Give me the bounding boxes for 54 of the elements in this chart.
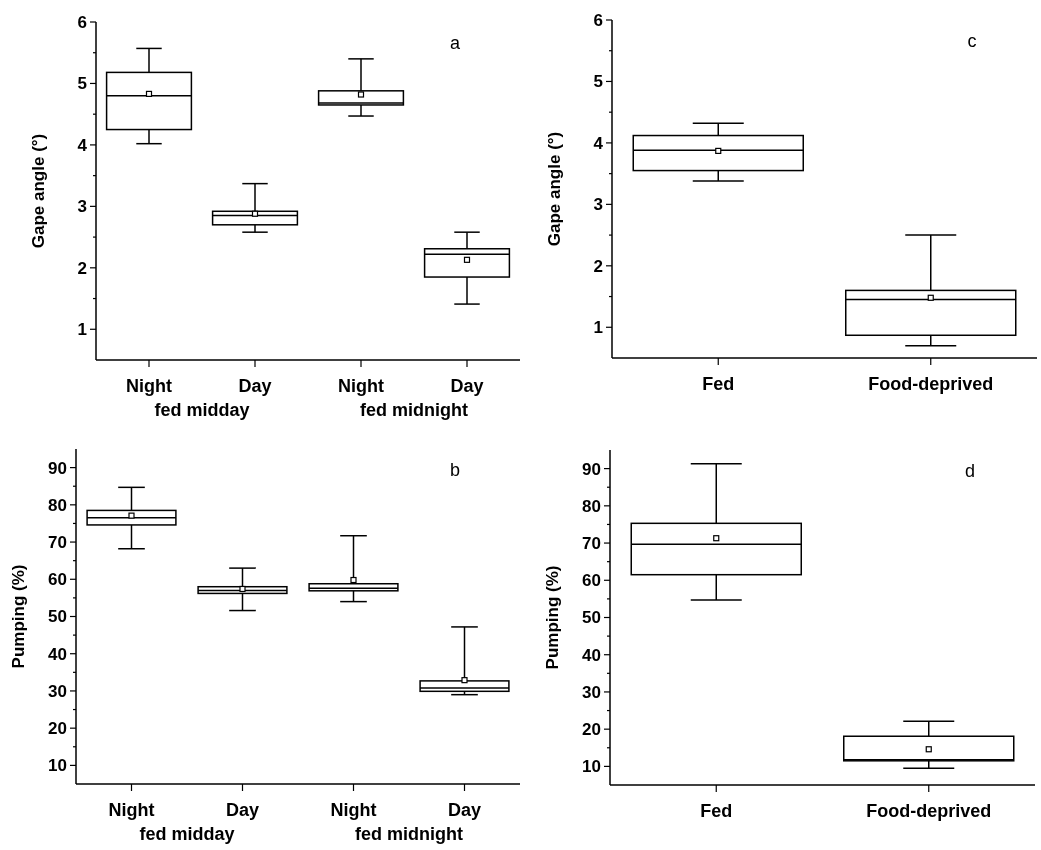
x-tick-label: Food-deprived [868, 374, 994, 394]
y-tick-label: 6 [593, 10, 603, 30]
y-tick-label: 2 [593, 256, 603, 276]
annotation: c [967, 31, 977, 51]
y-tick-label: 60 [48, 570, 67, 590]
y-tick-label: 4 [77, 135, 88, 155]
y-tick-label: 10 [48, 756, 67, 776]
y-tick-label: 90 [582, 459, 601, 479]
x-tick-label: Fed [702, 374, 735, 394]
y-tick-label: 4 [593, 133, 604, 153]
y-tick-label: 5 [77, 74, 87, 94]
y-axis-title: Pumping (%) [9, 564, 28, 669]
x-tick-label: Fed [700, 801, 733, 821]
y-tick-label: 10 [582, 757, 601, 777]
annotation: b [449, 460, 461, 480]
y-axis-title: Gape angle (°) [29, 133, 48, 249]
y-tick-label: 50 [48, 607, 67, 627]
y-axis-title: Pumping (%) [543, 565, 562, 670]
y-tick-label: 30 [582, 682, 601, 702]
y-tick-label: 80 [582, 496, 601, 516]
y-tick-label: 20 [48, 719, 67, 739]
x-tick-label: Day [238, 376, 272, 396]
y-tick-label: 40 [48, 644, 67, 664]
y-tick-label: 70 [48, 533, 67, 553]
x-tick-label: Night [108, 800, 155, 820]
x-tick-label: Food-deprived [866, 801, 992, 821]
y-tick-label: 1 [77, 320, 87, 340]
y-tick-label: 3 [593, 195, 603, 215]
y-tick-label: 2 [77, 258, 87, 278]
text: fed midday [154, 400, 250, 420]
y-tick-label: 70 [582, 534, 601, 554]
annotation: d [964, 461, 976, 481]
y-tick-label: 90 [48, 458, 67, 478]
x-tick-label: Night [338, 376, 384, 396]
y-tick-label: 60 [582, 571, 601, 591]
x-tick-label: Day [447, 800, 482, 820]
text: fed midnight [355, 824, 463, 844]
x-tick-label: Night [330, 800, 377, 820]
y-tick-label: 6 [77, 12, 87, 32]
text: fed midday [139, 824, 235, 844]
text: fed midnight [360, 400, 468, 420]
y-tick-label: 50 [582, 608, 601, 628]
y-tick-label: 30 [48, 681, 67, 701]
x-tick-label: Day [450, 376, 484, 396]
x-tick-label: Night [126, 376, 172, 396]
x-tick-label: Day [225, 800, 260, 820]
y-tick-label: 20 [582, 720, 601, 740]
y-tick-label: 40 [582, 645, 601, 665]
y-tick-label: 5 [593, 72, 603, 92]
annotation: a [449, 33, 461, 53]
y-tick-label: 80 [48, 495, 67, 515]
y-tick-label: 1 [593, 318, 603, 338]
y-axis-title: Gape angle (°) [545, 131, 564, 247]
y-tick-label: 3 [77, 197, 87, 217]
